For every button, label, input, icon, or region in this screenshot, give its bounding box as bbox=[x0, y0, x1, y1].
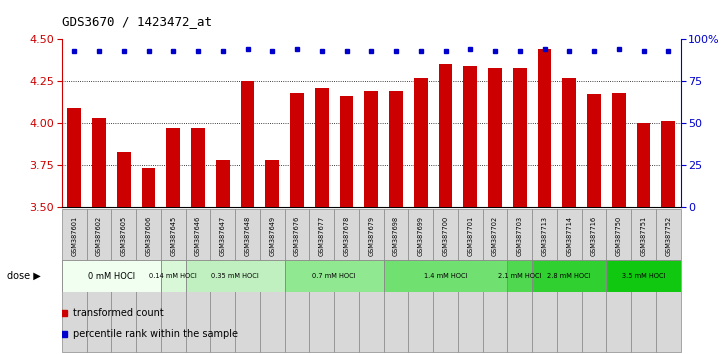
Bar bbox=[563, 78, 576, 207]
Bar bbox=[538, 49, 551, 207]
Text: GSM387698: GSM387698 bbox=[393, 216, 399, 256]
Bar bbox=[408, 209, 433, 352]
Text: GSM387602: GSM387602 bbox=[96, 216, 102, 256]
Bar bbox=[68, 108, 81, 207]
Text: GSM387645: GSM387645 bbox=[170, 216, 176, 256]
Text: GDS3670 / 1423472_at: GDS3670 / 1423472_at bbox=[62, 15, 212, 28]
Bar bbox=[507, 260, 532, 292]
Text: percentile rank within the sample: percentile rank within the sample bbox=[73, 329, 238, 339]
Bar bbox=[117, 152, 130, 207]
Bar bbox=[285, 260, 384, 292]
Text: GSM387601: GSM387601 bbox=[71, 216, 77, 256]
Bar bbox=[637, 123, 650, 207]
Bar bbox=[340, 96, 353, 207]
Bar bbox=[606, 260, 681, 292]
Text: GSM387676: GSM387676 bbox=[294, 216, 300, 256]
Bar bbox=[359, 209, 384, 352]
Bar bbox=[266, 160, 279, 207]
Bar bbox=[92, 118, 106, 207]
Text: GSM387716: GSM387716 bbox=[591, 216, 597, 256]
Bar bbox=[532, 260, 606, 292]
Bar bbox=[309, 209, 334, 352]
Text: GSM387714: GSM387714 bbox=[566, 216, 572, 256]
Text: GSM387678: GSM387678 bbox=[344, 216, 349, 256]
Bar bbox=[290, 93, 304, 207]
Bar bbox=[235, 209, 260, 352]
Text: GSM387606: GSM387606 bbox=[146, 216, 151, 256]
Bar bbox=[587, 95, 601, 207]
Text: GSM387649: GSM387649 bbox=[269, 216, 275, 256]
Bar bbox=[136, 209, 161, 352]
Bar bbox=[216, 160, 229, 207]
Text: GSM387701: GSM387701 bbox=[467, 216, 473, 256]
Bar bbox=[483, 209, 507, 352]
Text: 0.7 mM HOCl: 0.7 mM HOCl bbox=[312, 273, 356, 279]
Bar bbox=[186, 260, 285, 292]
Text: GSM387679: GSM387679 bbox=[368, 216, 374, 256]
Text: GSM387646: GSM387646 bbox=[195, 216, 201, 256]
Bar bbox=[414, 78, 427, 207]
Bar bbox=[285, 209, 309, 352]
Text: GSM387699: GSM387699 bbox=[418, 216, 424, 256]
Bar bbox=[210, 209, 235, 352]
Bar bbox=[167, 128, 180, 207]
Bar bbox=[260, 209, 285, 352]
Bar bbox=[656, 209, 681, 352]
Text: GSM387648: GSM387648 bbox=[245, 216, 250, 256]
Bar bbox=[557, 209, 582, 352]
Bar bbox=[582, 209, 606, 352]
Bar bbox=[111, 209, 136, 352]
Bar bbox=[241, 81, 254, 207]
Bar bbox=[507, 209, 532, 352]
Text: transformed count: transformed count bbox=[73, 308, 164, 318]
Text: GSM387750: GSM387750 bbox=[616, 216, 622, 256]
Bar bbox=[186, 209, 210, 352]
Text: 1.4 mM HOCl: 1.4 mM HOCl bbox=[424, 273, 467, 279]
Bar bbox=[161, 209, 186, 352]
Text: GSM387677: GSM387677 bbox=[319, 216, 325, 256]
Bar bbox=[532, 209, 557, 352]
Bar bbox=[142, 169, 155, 207]
Bar bbox=[389, 91, 403, 207]
Bar bbox=[334, 209, 359, 352]
Text: GSM387700: GSM387700 bbox=[443, 216, 448, 256]
Bar bbox=[513, 68, 526, 207]
Text: GSM387752: GSM387752 bbox=[665, 216, 671, 256]
Bar bbox=[87, 209, 111, 352]
Bar bbox=[631, 209, 656, 352]
Bar bbox=[464, 66, 477, 207]
Text: 2.8 mM HOCl: 2.8 mM HOCl bbox=[547, 273, 591, 279]
Bar bbox=[384, 209, 408, 352]
Text: dose ▶: dose ▶ bbox=[7, 271, 41, 281]
Bar bbox=[439, 64, 452, 207]
Text: GSM387702: GSM387702 bbox=[492, 216, 498, 256]
Text: 3.5 mM HOCl: 3.5 mM HOCl bbox=[622, 273, 665, 279]
Bar bbox=[62, 260, 161, 292]
Bar bbox=[458, 209, 483, 352]
Text: GSM387713: GSM387713 bbox=[542, 216, 547, 256]
Bar bbox=[606, 209, 631, 352]
Bar bbox=[662, 121, 675, 207]
Bar bbox=[384, 260, 507, 292]
Bar bbox=[161, 260, 186, 292]
Bar bbox=[612, 93, 625, 207]
Bar bbox=[365, 91, 378, 207]
Bar bbox=[191, 128, 205, 207]
Text: 0.14 mM HOCl: 0.14 mM HOCl bbox=[149, 273, 197, 279]
Text: 0.35 mM HOCl: 0.35 mM HOCl bbox=[211, 273, 259, 279]
Bar bbox=[315, 88, 328, 207]
Text: GSM387647: GSM387647 bbox=[220, 216, 226, 256]
Bar bbox=[62, 209, 87, 352]
Text: GSM387605: GSM387605 bbox=[121, 216, 127, 256]
Text: GSM387751: GSM387751 bbox=[641, 216, 646, 256]
Text: 0 mM HOCl: 0 mM HOCl bbox=[88, 272, 135, 281]
Bar bbox=[433, 209, 458, 352]
Text: 2.1 mM HOCl: 2.1 mM HOCl bbox=[498, 273, 542, 279]
Text: GSM387703: GSM387703 bbox=[517, 216, 523, 256]
Bar bbox=[488, 68, 502, 207]
